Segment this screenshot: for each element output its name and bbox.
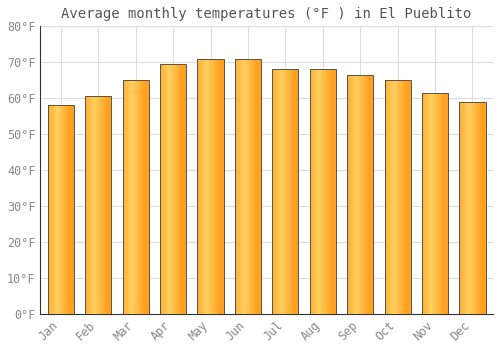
Bar <box>384 80 410 314</box>
Title: Average monthly temperatures (°F ) in El Pueblito: Average monthly temperatures (°F ) in El… <box>62 7 472 21</box>
Bar <box>160 64 186 314</box>
Bar <box>85 96 112 314</box>
Bar <box>422 93 448 314</box>
Bar <box>122 80 149 314</box>
Bar <box>198 59 224 314</box>
Bar <box>310 69 336 314</box>
Bar <box>347 75 374 314</box>
Bar <box>235 59 261 314</box>
Bar <box>272 69 298 314</box>
Bar <box>48 105 74 314</box>
Bar <box>460 102 485 314</box>
